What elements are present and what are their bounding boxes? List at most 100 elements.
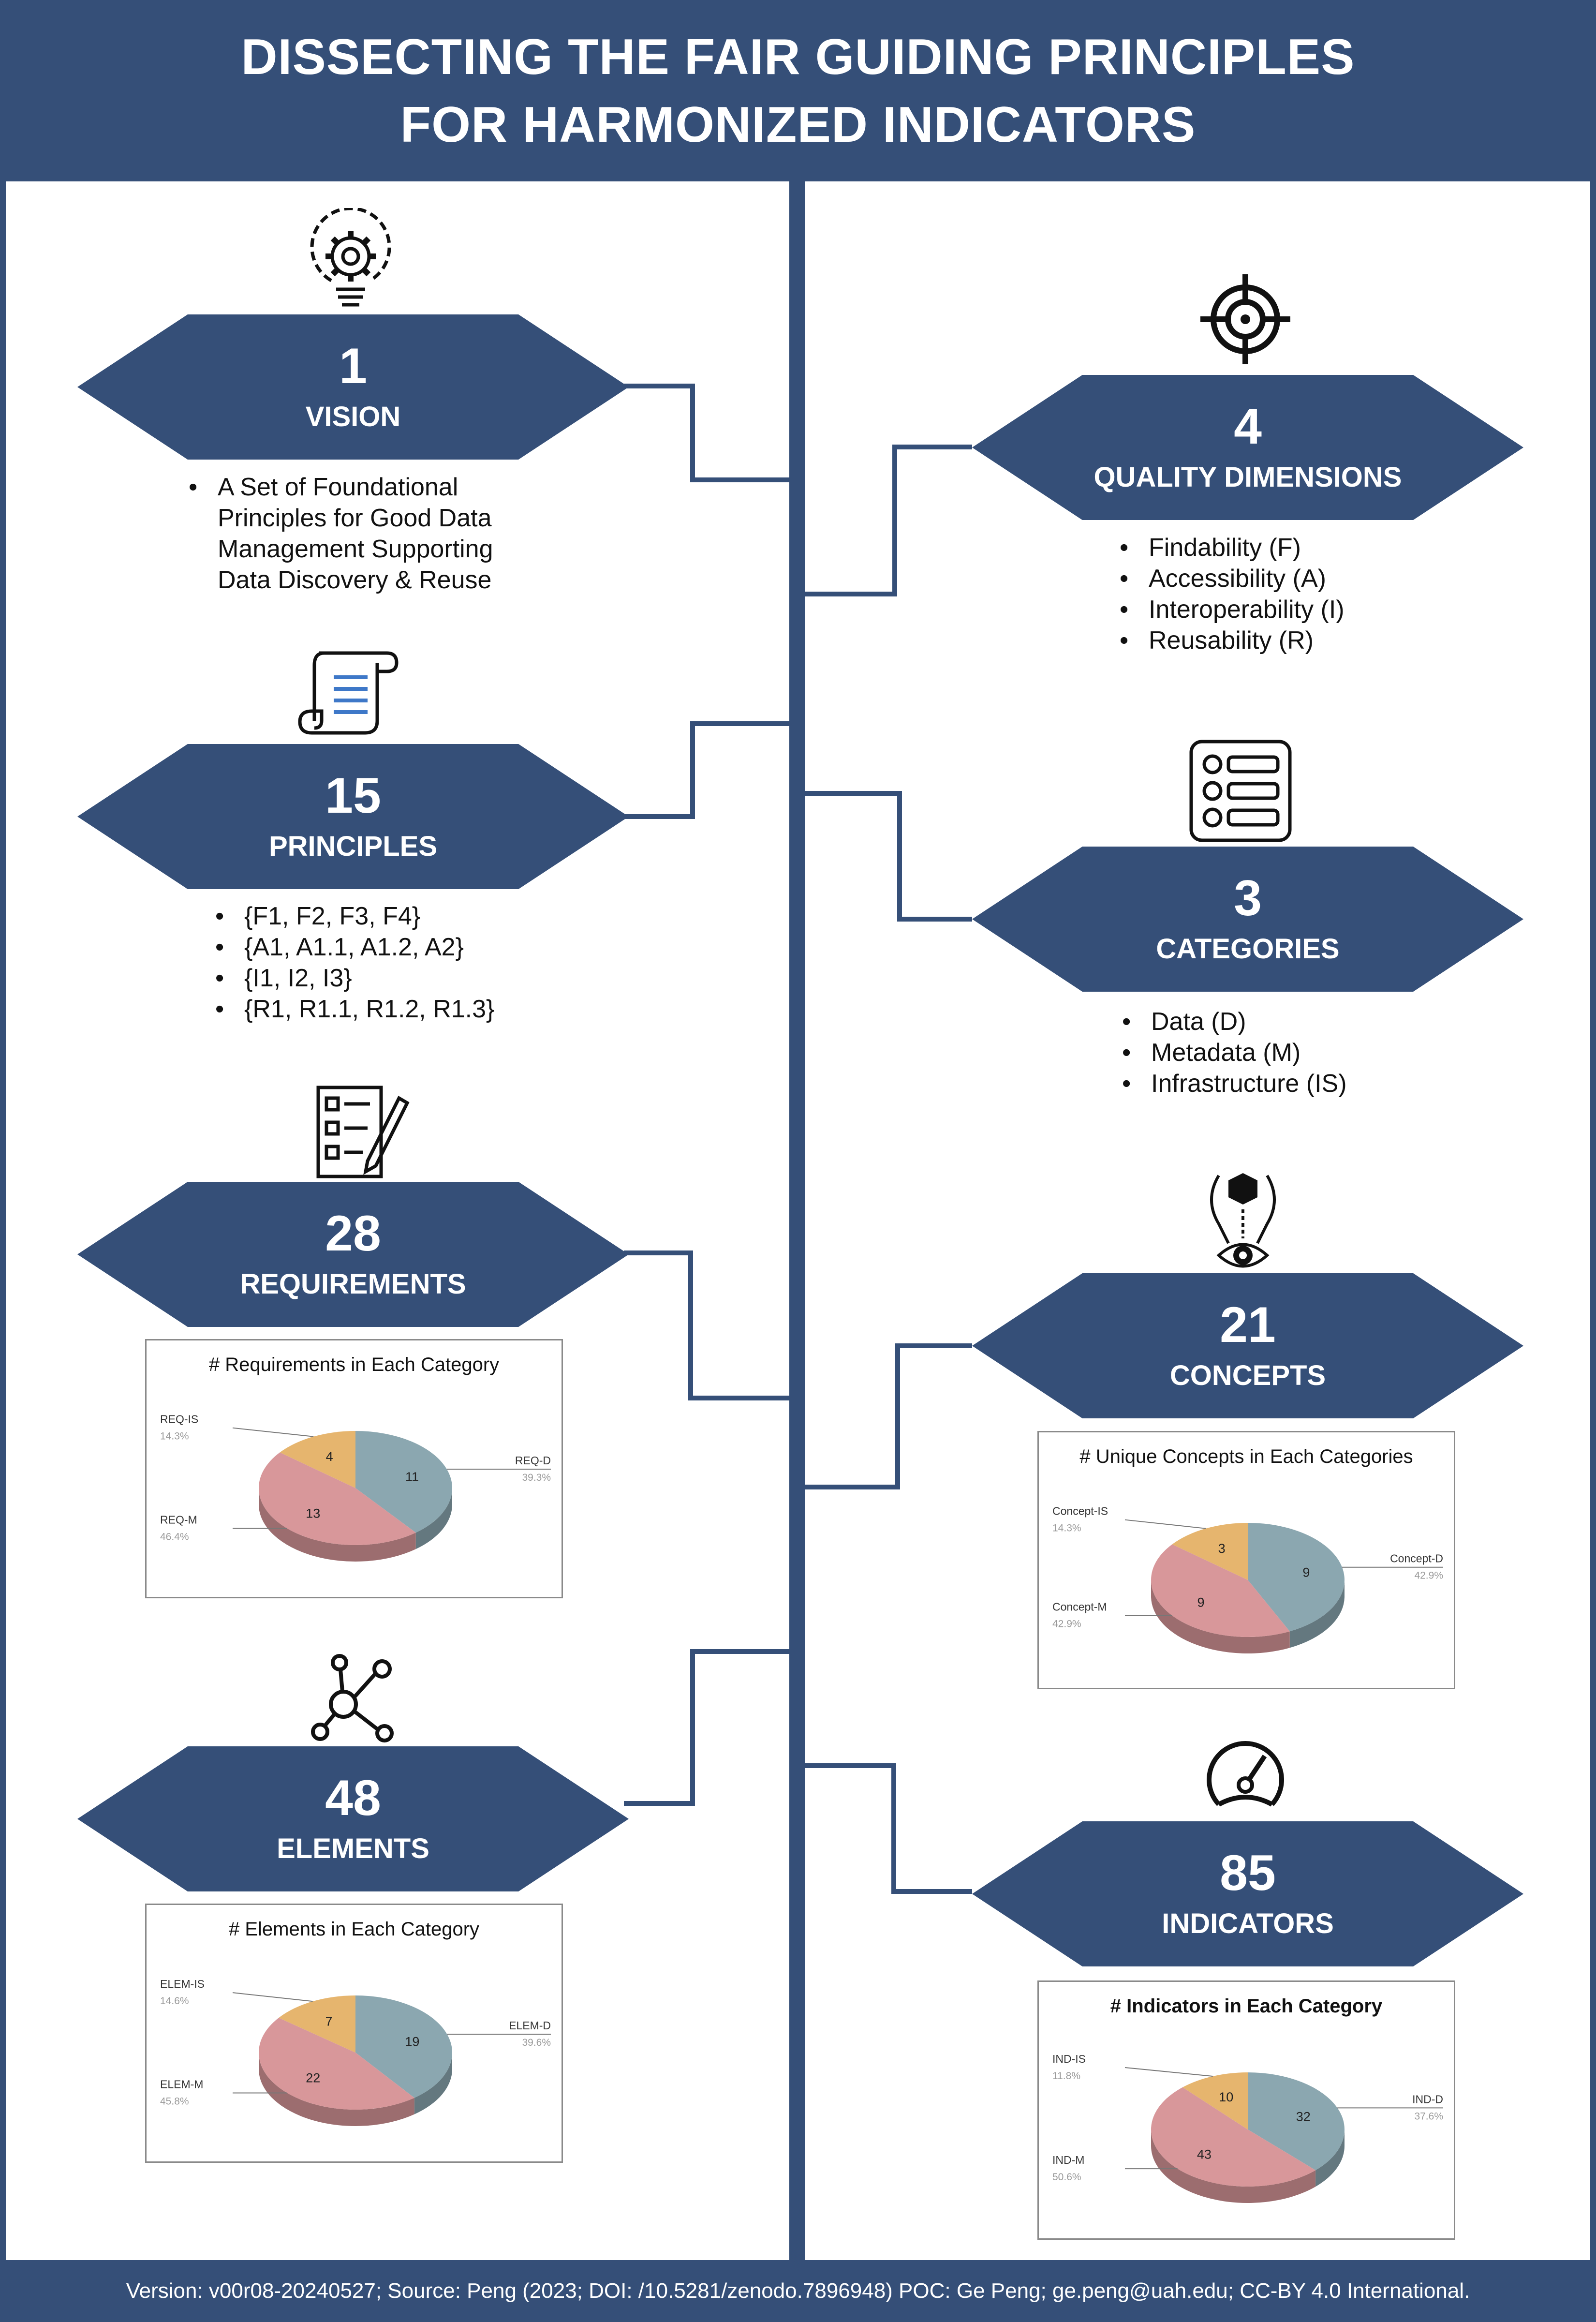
pie-category-label: Concept-IS — [1052, 1505, 1108, 1518]
dimensions-label: QUALITY DIMENSIONS — [1094, 461, 1402, 493]
categories-count: 3 — [1234, 870, 1262, 926]
pie-callout-line — [232, 1427, 314, 1437]
pie-category-label: IND-M — [1052, 2154, 1084, 2166]
connector-concepts — [803, 1343, 972, 1489]
indicators-chart: # Indicators in Each Category 32 IND-D 37.… — [1037, 1980, 1455, 2240]
pie-side-IND-M — [1151, 2129, 1316, 2203]
dimensions-count: 4 — [1234, 399, 1262, 455]
pie-category-label: REQ-M — [160, 1513, 197, 1526]
pie-category-label: IND-D — [1412, 2093, 1443, 2105]
pie-value-label: 3 — [1218, 1541, 1226, 1556]
pie-value-label: 9 — [1302, 1565, 1310, 1580]
list-icon — [1189, 740, 1292, 842]
connector-principles — [624, 721, 793, 819]
pie-value-label: 9 — [1197, 1595, 1205, 1610]
frame-left-border — [0, 181, 6, 2260]
vision-bullets: A Set of Foundational Principles for Goo… — [189, 472, 547, 595]
requirements-banner: 28 REQUIREMENTS — [77, 1182, 629, 1327]
pie-percent-label: 39.6% — [522, 2037, 551, 2048]
pie-side-ELEM-M — [259, 2053, 414, 2126]
pie-value-label: 10 — [1219, 2090, 1233, 2104]
pie-percent-label: 45.8% — [160, 2096, 189, 2107]
pie-callout-line — [232, 1992, 313, 2002]
elements-chart-title: # Elements in Each Category — [228, 1919, 480, 1940]
categories-bullet: Metadata (M) — [1122, 1037, 1509, 1068]
network-icon — [311, 1654, 394, 1742]
pie-value-label: 32 — [1296, 2109, 1311, 2124]
requirements-label: REQUIREMENTS — [240, 1268, 466, 1300]
pie-side-REQ-M — [259, 1488, 416, 1562]
pie-slice-ELEM-M — [259, 2018, 414, 2110]
title-line-2: FOR HARMONIZED INDICATORS — [400, 96, 1196, 153]
pie-slice-IND-IS — [1182, 2072, 1248, 2129]
pie-side-REQ-D — [415, 1488, 452, 1549]
pie-category-label: ELEM-IS — [160, 1978, 205, 1990]
principles-label: PRINCIPLES — [268, 831, 438, 862]
pie-callout-line — [1124, 1519, 1206, 1529]
pie-percent-label: 50.6% — [1052, 2172, 1081, 2183]
gauge-icon — [1207, 1741, 1284, 1807]
pie-value-label: 43 — [1197, 2147, 1212, 2161]
pie-slice-IND-M — [1151, 2087, 1316, 2187]
pie-side-ELEM-D — [414, 2053, 452, 2114]
categories-label: CATEGORIES — [1156, 933, 1340, 965]
requirements-count: 28 — [325, 1206, 381, 1262]
indicators-pie: 32 IND-D 37.6% 43 IND-M 50.6% 10 IND-IS 11.8% — [1052, 2053, 1443, 2203]
checklist-icon — [316, 1086, 410, 1178]
pie-value-label: 7 — [325, 2014, 333, 2028]
elements-chart: # Elements in Each Category 19 ELEM-D 39.6… — [145, 1904, 563, 2163]
concepts-pie: 9 Concept-D 42.9% 9 Concept-M 42.9% 3 Concept-I… — [1052, 1505, 1443, 1653]
pie-value-label: 13 — [306, 1506, 320, 1521]
dimensions-bullet: Accessibility (A) — [1120, 563, 1507, 594]
pie-slice-REQ-IS — [280, 1431, 355, 1488]
indicators-count: 85 — [1220, 1845, 1276, 1901]
indicators-chart-title: # Indicators in Each Category — [1110, 1995, 1383, 2017]
vision-banner: 1 VISION — [77, 314, 629, 460]
connector-vision — [624, 384, 793, 482]
dimensions-bullet: Interoperability (I) — [1120, 594, 1507, 625]
dimensions-bullet: Findability (F) — [1120, 532, 1507, 563]
pie-percent-label: 37.6% — [1414, 2111, 1443, 2122]
footer-text: Version: v00r08-20240527; Source: Peng (… — [126, 2279, 1470, 2303]
pie-category-label: IND-IS — [1052, 2053, 1086, 2065]
principles-bullet: {I1, I2, I3} — [215, 963, 602, 994]
pie-slice-Concept-M — [1151, 1544, 1290, 1637]
pie-slice-ELEM-IS — [279, 1995, 355, 2053]
pie-category-label: REQ-D — [515, 1454, 551, 1467]
principles-bullet: {A1, A1.1, A1.2, A2} — [215, 932, 602, 963]
principles-banner: 15 PRINCIPLES — [77, 744, 629, 889]
requirements-pie: 11 REQ-D 39.3% 13 REQ-M 46.4% 4 REQ-IS 14.3% — [160, 1413, 551, 1562]
pie-slice-REQ-M — [259, 1452, 416, 1545]
principles-bullet: {F1, F2, F3, F4} — [215, 901, 602, 932]
dimensions-bullet: Reusability (R) — [1120, 625, 1507, 656]
title-line-1: DISSECTING THE FAIR GUIDING PRINCIPLES — [241, 29, 1355, 85]
requirements-chart: # Requirements in Each Category 11 REQ-D 3… — [145, 1339, 563, 1598]
vision-label: VISION — [305, 401, 401, 432]
connector-elements — [624, 1649, 793, 1806]
title-banner: DISSECTING THE FAIR GUIDING PRINCIPLES F… — [0, 0, 1596, 181]
categories-bullet: Infrastructure (IS) — [1122, 1068, 1509, 1099]
pie-percent-label: 42.9% — [1052, 1619, 1081, 1630]
requirements-chart-title: # Requirements in Each Category — [208, 1354, 500, 1375]
pie-slice-IND-D — [1248, 2072, 1345, 2171]
pie-category-label: Concept-M — [1052, 1601, 1107, 1613]
footer-banner: Version: v00r08-20240527; Source: Peng (… — [0, 2260, 1596, 2322]
elements-banner: 48 ELEMENTS — [77, 1746, 629, 1891]
pie-side-Concept-M — [1151, 1580, 1290, 1653]
pie-slice-REQ-D — [355, 1431, 452, 1533]
pie-slice-Concept-D — [1248, 1523, 1345, 1632]
frame-right-border — [1590, 181, 1596, 2260]
categories-banner: 3 CATEGORIES — [972, 847, 1523, 992]
pie-value-label: 19 — [405, 2034, 419, 2049]
pie-side-Concept-D — [1289, 1580, 1345, 1648]
scroll-icon — [298, 651, 399, 735]
indicators-banner: 85 INDICATORS — [972, 1821, 1523, 1966]
center-spine — [789, 181, 805, 2260]
vision-bullet: A Set of Foundational Principles for Goo… — [189, 472, 547, 595]
dimensions-banner: 4 QUALITY DIMENSIONS — [972, 375, 1523, 520]
pie-category-label: REQ-IS — [160, 1413, 198, 1426]
connector-requirements — [624, 1250, 793, 1400]
concepts-count: 21 — [1220, 1297, 1276, 1353]
connector-categories — [803, 791, 972, 922]
